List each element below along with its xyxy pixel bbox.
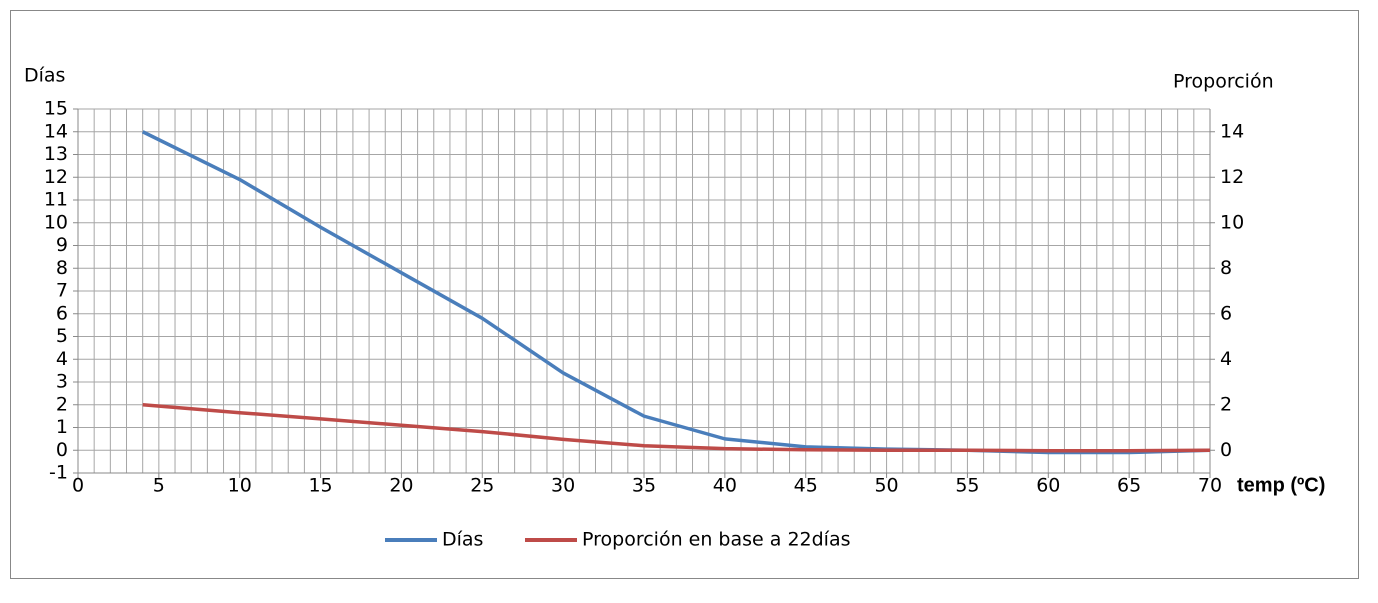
y-tick-label: 4 [56, 348, 68, 370]
x-tick-label: 10 [228, 475, 252, 497]
y-tick-label: 11 [44, 189, 68, 211]
x-tick-label: 0 [72, 475, 84, 497]
y-tick-label: 2 [56, 393, 68, 415]
legend-label: Proporción en base a 22días [582, 529, 851, 551]
x-tick-label: 20 [389, 475, 413, 497]
chart-border [10, 10, 1359, 579]
y2-tick-label: 6 [1220, 302, 1232, 324]
y-tick-label: 15 [44, 98, 68, 120]
y2-tick-label: 10 [1220, 211, 1244, 233]
y-tick-label: -1 [49, 462, 68, 484]
y-tick-label: 8 [56, 257, 68, 279]
legend-label: Días [442, 529, 483, 551]
y2-tick-label: 8 [1220, 257, 1232, 279]
y-tick-label: 1 [56, 416, 68, 438]
x-tick-label: 55 [955, 475, 979, 497]
y2-tick-label: 14 [1220, 120, 1244, 142]
x-tick-label: 50 [874, 475, 898, 497]
x-tick-label: 35 [632, 475, 656, 497]
y-tick-label: 5 [56, 325, 68, 347]
x-tick-label: 30 [551, 475, 575, 497]
x-tick-label: 70 [1198, 475, 1222, 497]
x-axis-label: temp (ºC) [1237, 474, 1325, 496]
x-tick-label: 15 [308, 475, 332, 497]
y2-tick-label: 12 [1220, 166, 1244, 188]
y-tick-label: 3 [56, 371, 68, 393]
x-tick-label: 60 [1036, 475, 1060, 497]
x-tick-label: 40 [713, 475, 737, 497]
y-tick-label: 13 [44, 143, 68, 165]
y-tick-label: 0 [56, 439, 68, 461]
y-tick-label: 12 [44, 166, 68, 188]
x-tick-label: 65 [1117, 475, 1141, 497]
y2-tick-label: 2 [1220, 393, 1232, 415]
x-tick-label: 25 [470, 475, 494, 497]
y-tick-label: 14 [44, 120, 68, 142]
y2-axis-label: Proporción [1173, 71, 1274, 93]
y-tick-label: 7 [56, 280, 68, 302]
y2-tick-label: 0 [1220, 439, 1232, 461]
series-line [142, 403, 1211, 453]
y-axis-label: Días [24, 65, 65, 87]
y-tick-label: 6 [56, 302, 68, 324]
y2-tick-label: 4 [1220, 348, 1232, 370]
x-tick-label: 45 [794, 475, 818, 497]
x-tick-label: 5 [153, 475, 165, 497]
y-tick-label: 9 [56, 234, 68, 256]
y-tick-label: 10 [44, 211, 68, 233]
